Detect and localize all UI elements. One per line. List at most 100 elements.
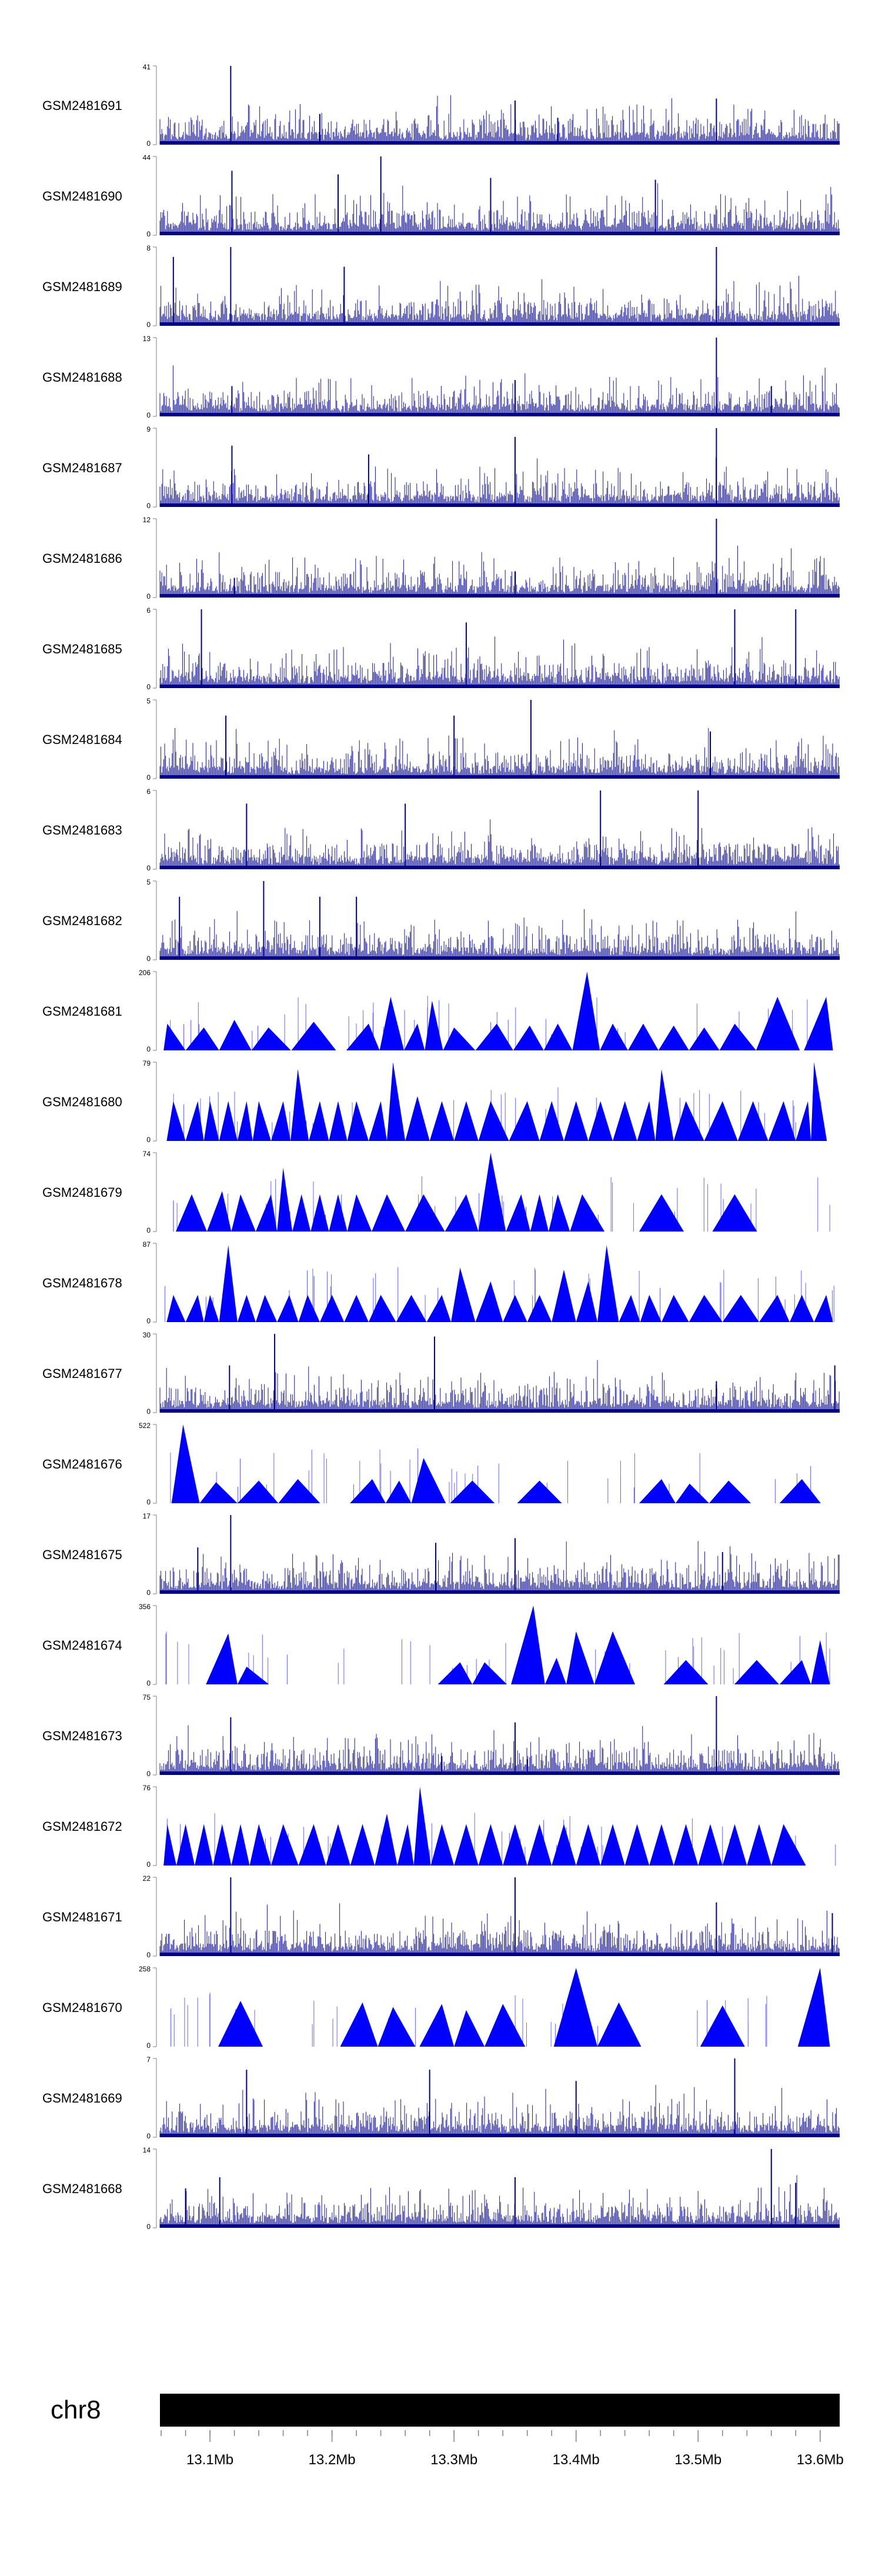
coverage-peak [430,1824,455,1866]
y-min-label: 0 [146,230,151,238]
y-max-label: 206 [139,969,151,977]
coverage-peak [270,1824,299,1866]
track-label: GSM2481679 [42,1185,122,1200]
coverage-peak [624,1824,650,1866]
coverage-peak [572,972,600,1050]
track-label: GSM2481677 [42,1366,122,1381]
coverage-peak [804,996,833,1050]
coverage-peak [539,1101,564,1141]
ruler-minor-ticks [161,2430,821,2436]
coverage-bars [159,636,840,688]
coverage-peak [176,1824,195,1866]
track-label: GSM2481688 [42,370,122,385]
coverage-peak [278,1479,320,1503]
coverage-peak [213,1824,232,1866]
y-max-label: 44 [143,154,151,162]
coverage-bars [159,95,840,145]
coverage-peak [513,1025,544,1050]
coverage-peak [712,1194,757,1232]
coverage-peak [237,1480,279,1503]
coverage-peak [454,1101,479,1141]
coverage-peak [218,2001,263,2047]
track-gsm2481691: GSM2481691 41 0 [42,63,840,148]
coverage-peak [639,1479,676,1503]
y-max-label: 30 [143,1331,151,1339]
coverage-peak [163,1824,176,1866]
track-label: GSM2481690 [42,189,122,203]
y-min-label: 0 [146,864,151,872]
coverage-peak [597,1245,619,1322]
y-min-label: 0 [146,1860,151,1868]
coverage-peak [619,1294,640,1322]
coverage-peak [722,1294,759,1322]
track-label: GSM2481691 [42,98,122,113]
y-max-label: 7 [146,2056,151,2064]
coverage-bars [159,275,840,326]
track-label: GSM2481674 [42,1638,122,1653]
coverage-peak [649,1824,674,1866]
coverage-peak [377,2007,416,2047]
track-label: GSM2481669 [42,2091,122,2105]
coverage-peak [570,1194,605,1232]
coverage-peak [437,1662,473,1684]
coverage-peak [203,1101,219,1141]
ruler-tick-label: 13.6Mb [797,2452,844,2468]
y-min-label: 0 [146,139,151,148]
coverage-peak [566,1631,594,1684]
coverage-peak [637,1101,656,1141]
coverage-peak [350,1824,375,1866]
ruler-tick-label: 13.5Mb [674,2452,721,2468]
track-gsm2481680: GSM2481680 79 0 [42,1059,827,1144]
coverage-peak [309,1101,329,1141]
track-label: GSM2481686 [42,551,122,566]
coverage-peak [319,1294,345,1322]
track-gsm2481677: GSM2481677 30 0 [42,1331,840,1416]
coverage-peak [553,1968,597,2047]
coverage-peak [344,1294,369,1322]
coverage-peak [675,1483,709,1503]
coverage-peak [814,1294,833,1322]
coverage-peak [347,1194,372,1232]
track-label: GSM2481671 [42,1910,122,1924]
track-label: GSM2481689 [42,279,122,294]
coverage-peak [176,1194,207,1232]
coverage-spikes [164,1267,834,1322]
coverage-peak [576,1824,601,1866]
coverage-peak [368,1101,387,1141]
coverage-peak [405,1194,445,1232]
coverage-peak [811,1640,830,1684]
y-max-label: 5 [146,697,151,705]
track-gsm2481679: GSM2481679 74 0 [42,1150,830,1234]
coverage-peak [405,1096,430,1141]
coverage-peak [219,1101,238,1141]
coverage-peak [231,1824,250,1866]
track-gsm2481682: GSM2481682 5 0 [42,878,840,963]
track-label: GSM2481684 [42,732,122,747]
coverage-peak [199,1482,238,1503]
coverage-peak [171,1424,200,1503]
coverage-peak [759,1294,790,1322]
coverage-peak [564,1101,589,1141]
coverage-peak [237,1101,253,1141]
track-gsm2481668: GSM2481668 14 0 [42,2146,840,2231]
y-max-label: 356 [139,1603,151,1611]
coverage-peak [597,2002,642,2047]
coverage-peak [511,1606,545,1684]
track-gsm2481687: GSM2481687 9 0 [42,425,840,510]
y-max-label: 6 [146,606,151,615]
coverage-peak [658,1025,689,1050]
track-gsm2481684: GSM2481684 5 0 [42,697,840,782]
track-gsm2481670: GSM2481670 258 0 [42,1965,830,2050]
coverage-peak [613,1101,637,1141]
coverage-peak [195,1824,213,1866]
coverage-bars [159,1725,840,1775]
coverage-peak [737,1101,769,1141]
ruler-tick-label: 13.1Mb [186,2452,233,2468]
y-min-label: 0 [146,1317,151,1325]
y-min-label: 0 [146,2132,151,2140]
coverage-peak [796,1101,811,1141]
coverage-peak [329,1101,348,1141]
coverage-bars [159,728,840,779]
ruler-tick-label: 13.4Mb [553,2452,600,2468]
coverage-peak [454,1824,479,1866]
